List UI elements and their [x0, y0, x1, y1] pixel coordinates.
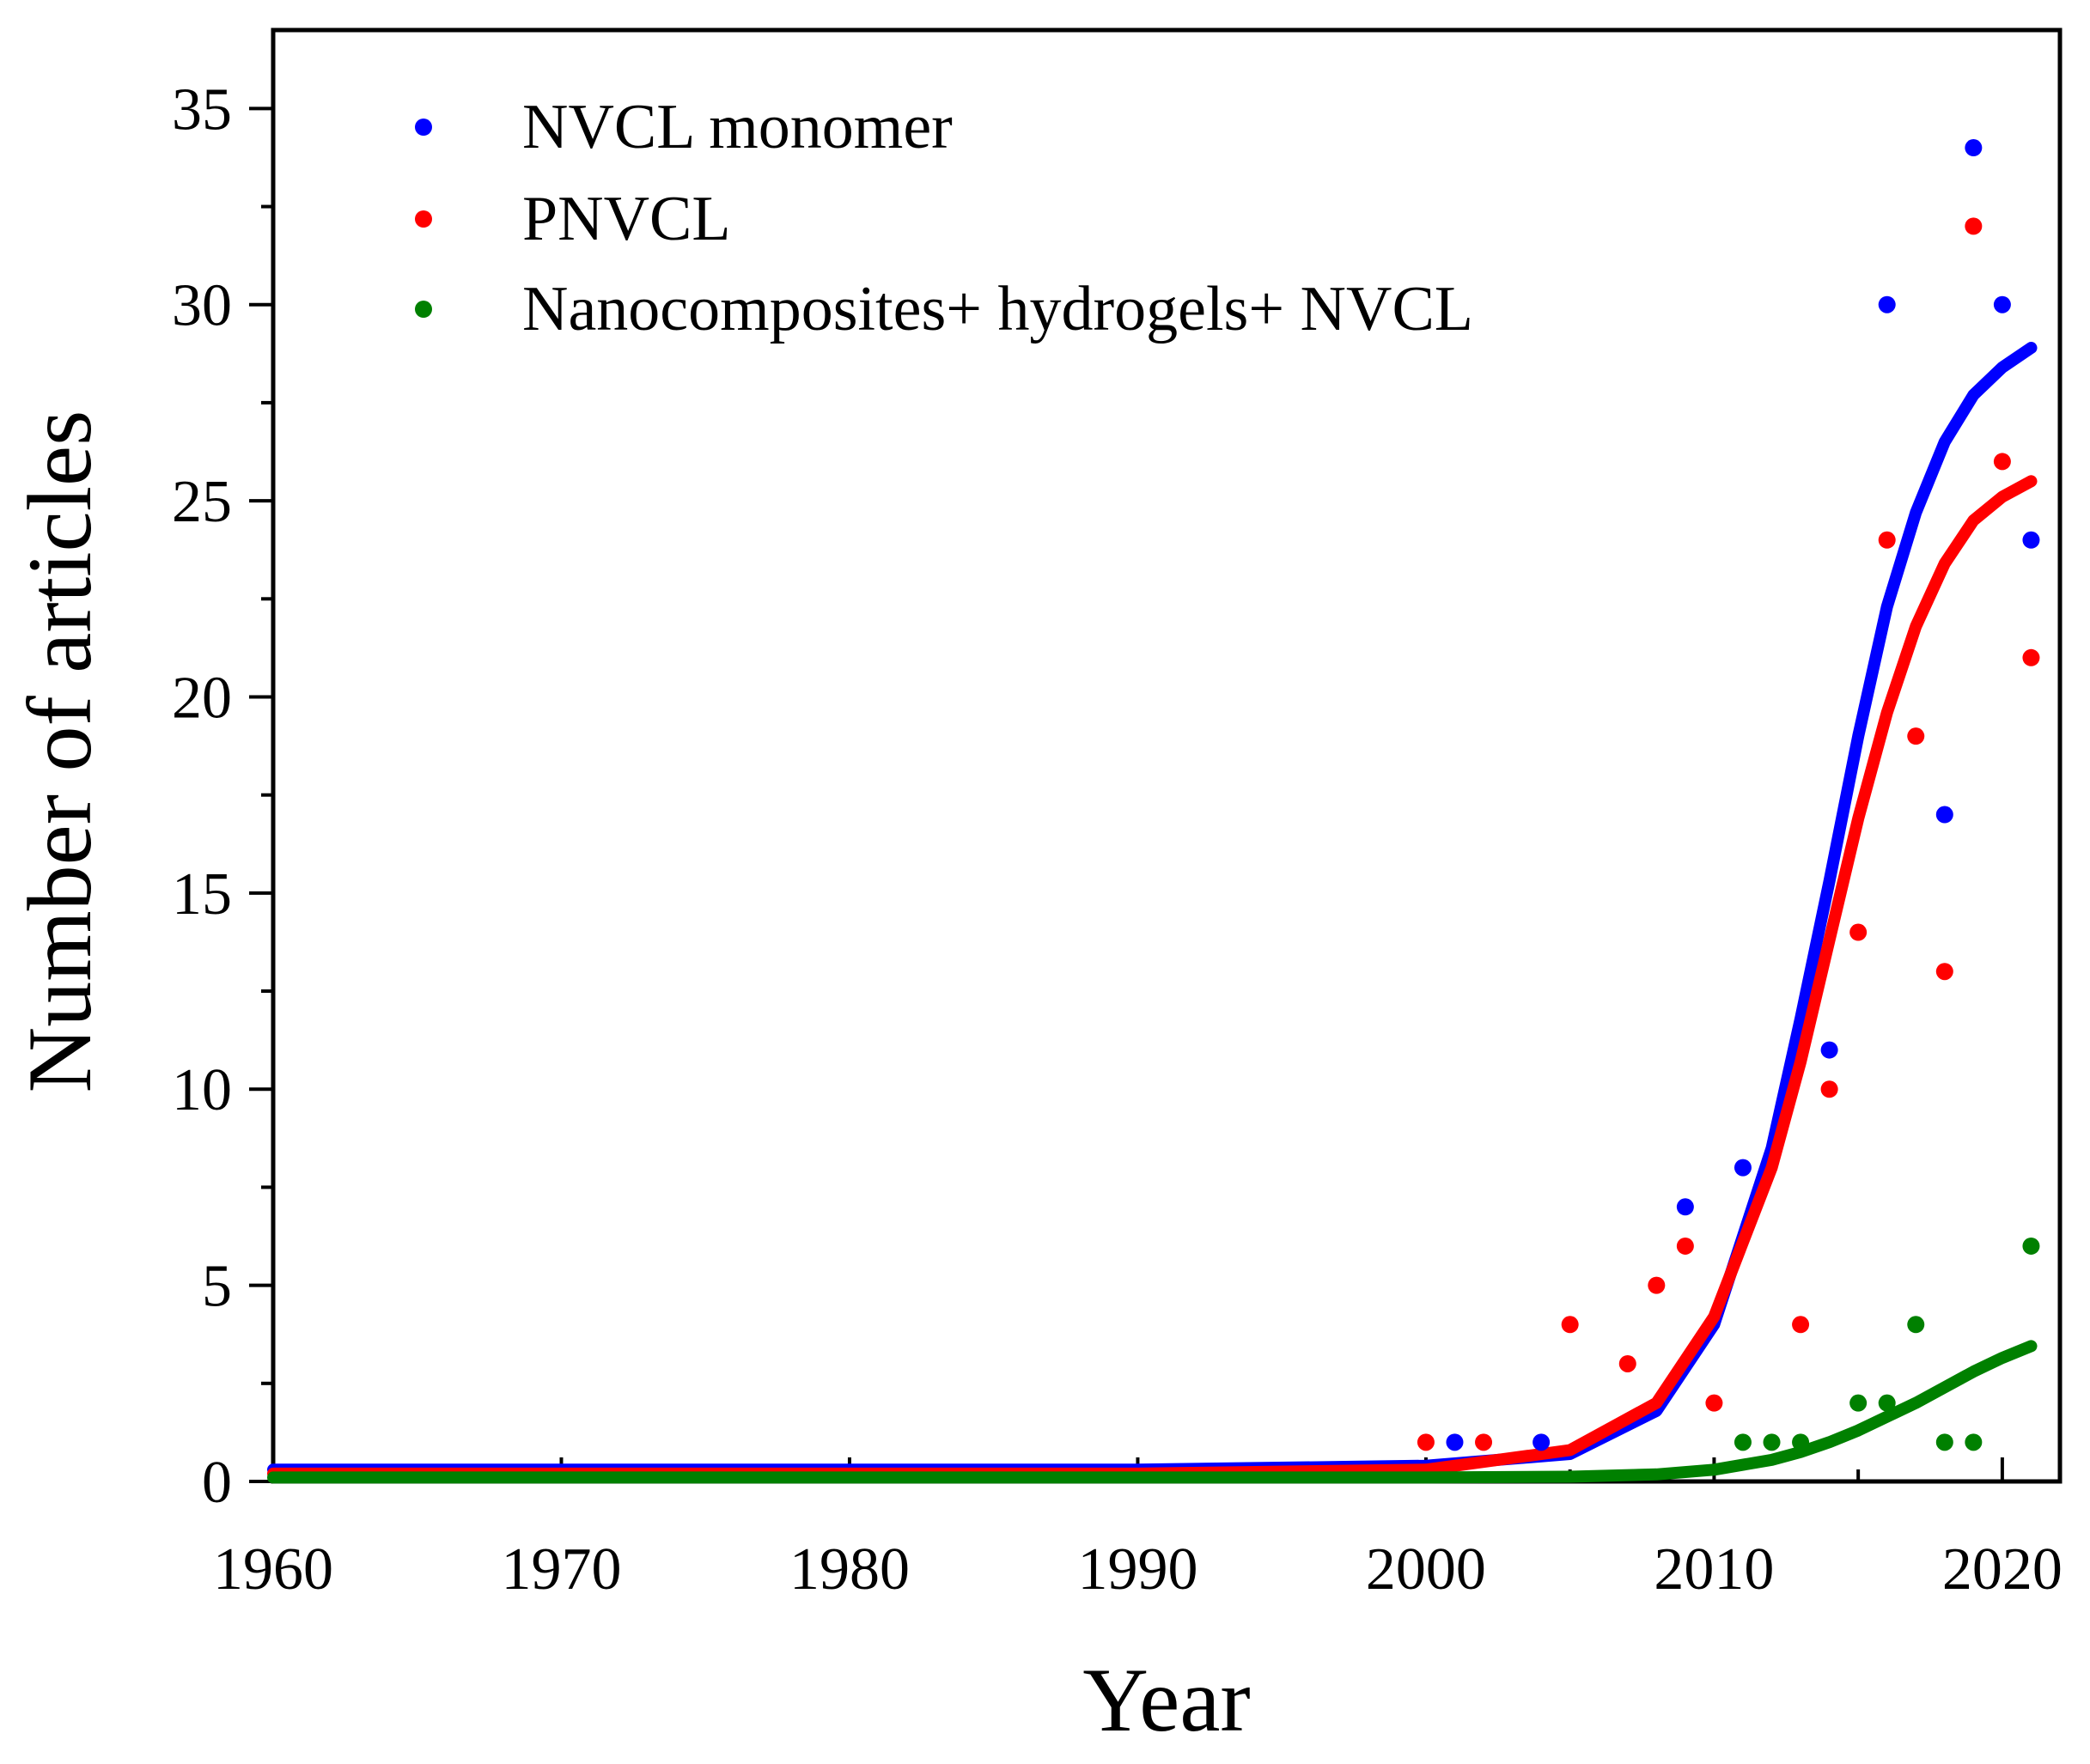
x-axis-tick-labels: 1960 1970 1980 1990 2000 2010 2020: [213, 1536, 2063, 1603]
y-tick-label: 20: [172, 665, 232, 731]
legend-marker-nanocomposites: [415, 301, 432, 318]
x-axis-title: Year: [1082, 1650, 1250, 1750]
legend-marker-nvcl-monomer: [415, 119, 432, 136]
data-point-series-1: [1792, 1316, 1810, 1334]
fit-curve-series-1: [267, 475, 2038, 1480]
x-tick-label: 2010: [1654, 1536, 1774, 1603]
y-axis-ticks: [249, 106, 273, 1483]
data-point-series-2: [1965, 1433, 1983, 1451]
fit-curve-series-0: [267, 342, 2038, 1476]
y-tick-label: 15: [172, 861, 232, 928]
data-point-series-1: [1417, 1433, 1435, 1451]
data-point-series-1: [1907, 727, 1925, 745]
data-point-series-2: [1907, 1316, 1925, 1334]
x-tick-label: 1960: [213, 1536, 333, 1603]
data-point-series-1: [1475, 1433, 1493, 1451]
fit-curves: [267, 342, 2038, 1484]
y-tick-label: 0: [202, 1450, 232, 1516]
y-axis-title: Number of articles: [9, 411, 110, 1093]
data-point-series-1: [1820, 1080, 1838, 1098]
x-tick-label: 2000: [1366, 1536, 1486, 1603]
y-tick-label: 35: [172, 76, 232, 143]
data-point-series-1: [1561, 1316, 1579, 1334]
data-point-series-1: [1935, 963, 1953, 981]
data-point-series-0: [2022, 531, 2040, 549]
legend-label-pnvcl: PNVCL: [522, 184, 731, 254]
data-point-series-1: [1965, 217, 1983, 235]
data-point-series-2: [1935, 1433, 1953, 1451]
data-point-series-0: [1993, 295, 2011, 313]
legend-label-nvcl-monomer: NVCL monomer: [522, 92, 953, 162]
data-point-series-0: [1532, 1433, 1551, 1451]
data-point-series-1: [1648, 1276, 1666, 1294]
data-point-series-1: [1705, 1394, 1723, 1412]
data-point-series-0: [1878, 295, 1896, 313]
data-point-series-1: [1993, 453, 2011, 471]
y-tick-label: 5: [202, 1254, 232, 1320]
fit-curve-series-2: [267, 1340, 2038, 1484]
legend-marker-pnvcl: [415, 210, 432, 228]
y-tick-label: 10: [172, 1057, 232, 1123]
data-point-series-2: [1763, 1433, 1781, 1451]
y-tick-label: 30: [172, 273, 232, 339]
y-axis-tick-labels: 0 5 10 15 20 25 30 35: [172, 76, 232, 1516]
data-point-series-2: [1849, 1394, 1868, 1412]
legend-label-nanocomposites: Nanocomposites+ hydrogels+ NVCL: [522, 274, 1473, 344]
x-tick-label: 1990: [1077, 1536, 1197, 1603]
data-point-series-0: [1935, 806, 1953, 824]
data-point-series-1: [1618, 1354, 1636, 1372]
data-points: [1417, 139, 2040, 1451]
data-point-series-2: [1792, 1433, 1810, 1451]
data-point-series-2: [2022, 1237, 2040, 1255]
data-point-series-0: [1820, 1041, 1838, 1059]
data-point-series-0: [1676, 1198, 1694, 1216]
y-tick-label: 25: [172, 469, 232, 535]
data-point-series-2: [1878, 1394, 1896, 1412]
data-point-series-0: [1734, 1159, 1752, 1177]
data-point-series-1: [1849, 923, 1868, 941]
x-tick-label: 2020: [1942, 1536, 2063, 1603]
x-tick-label: 1980: [789, 1536, 910, 1603]
data-point-series-1: [1676, 1237, 1694, 1255]
data-point-series-0: [1965, 139, 1983, 157]
data-point-series-1: [2022, 648, 2040, 666]
data-point-series-0: [1446, 1433, 1464, 1451]
legend: NVCL monomer PNVCL Nanocomposites+ hydro…: [415, 92, 1473, 344]
x-tick-label: 1970: [501, 1536, 621, 1603]
data-point-series-2: [1734, 1433, 1752, 1451]
data-point-series-1: [1878, 531, 1896, 549]
